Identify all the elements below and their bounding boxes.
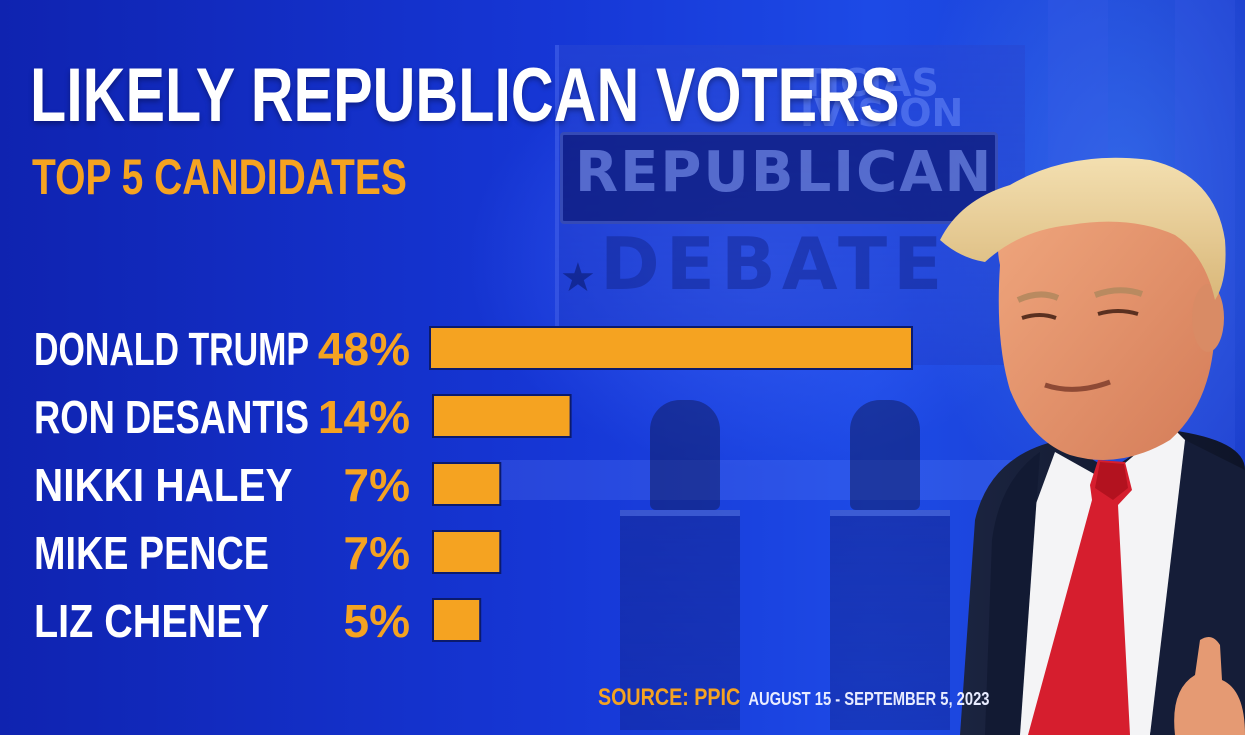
source-label: SOURCE: PPIC — [598, 684, 741, 711]
source-line: SOURCE: PPIC AUGUST 15 - SEPTEMBER 5, 202… — [598, 684, 990, 712]
value-label: 7% — [344, 527, 410, 579]
candidate-name: MIKE PENCE — [34, 527, 269, 579]
value-label: 7% — [344, 459, 410, 511]
value-label: 48% — [318, 323, 410, 375]
candidate-name: DONALD TRUMP — [34, 323, 309, 375]
stage-floor — [500, 460, 1020, 500]
podium — [620, 510, 740, 730]
bar — [432, 462, 502, 506]
star-icon: ★ — [560, 256, 596, 300]
candidate-name: LIZ CHENEY — [34, 595, 269, 647]
background-banner-text: REPUBLICAN — [575, 140, 994, 205]
chart-subtitle: TOP 5 CANDIDATES — [32, 149, 407, 205]
value-label: 14% — [318, 391, 410, 443]
background-figure — [650, 400, 720, 510]
candidate-name: NIKKI HALEY — [34, 459, 293, 511]
candidate-name: RON DESANTIS — [34, 391, 309, 443]
background-banner — [560, 132, 998, 224]
bar — [432, 530, 502, 574]
bar — [432, 394, 572, 438]
chart-title: LIKELY REPUBLICAN VOTERS — [30, 53, 900, 138]
background-brand-text: TICIAS IVISION — [800, 61, 964, 135]
bar — [429, 326, 913, 370]
bar — [432, 598, 482, 642]
background-figure — [850, 400, 920, 510]
podium — [830, 510, 950, 730]
value-label: 5% — [344, 595, 410, 647]
source-dates: AUGUST 15 - SEPTEMBER 5, 2023 — [748, 689, 990, 709]
background-debate-text: DEBATE — [600, 222, 949, 306]
